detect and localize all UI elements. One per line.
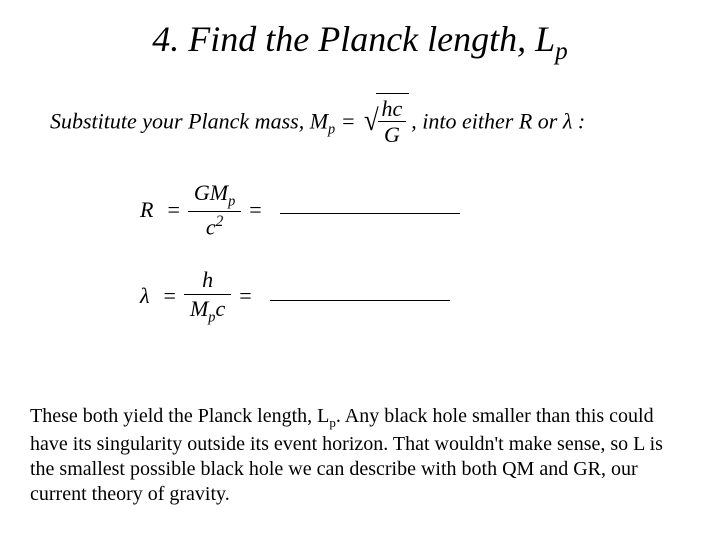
eq2-equals-2: = (239, 283, 251, 309)
equation-r: R = GMp c2 = (140, 179, 690, 240)
intro-lambda: λ (563, 109, 573, 134)
intro-line: Substitute your Planck mass, Mp = √hcG, … (50, 96, 690, 151)
eq1-lhs: R (140, 197, 153, 223)
intro-colon: : (572, 109, 585, 134)
intro-comma: , (299, 109, 310, 134)
eq1-numerator: GMp (188, 179, 241, 211)
eq2-fraction: h Mpc (184, 266, 231, 326)
radicand: hcG (376, 93, 410, 148)
eq1-denominator: c2 (188, 211, 241, 241)
eq2-equals-1: = (164, 283, 176, 309)
eq2-blank (270, 300, 450, 301)
eq1-fraction: GMp c2 (188, 179, 241, 240)
title-text: 4. Find the Planck length, L (152, 19, 555, 59)
eq1-equals-2: = (249, 197, 261, 223)
eq2-denominator: Mpc (184, 294, 231, 327)
equation-lambda: λ = h Mpc = (140, 266, 690, 326)
eq1-blank (280, 213, 460, 214)
body-paragraph: These both yield the Planck length, Lp. … (30, 404, 690, 506)
eq2-lhs: λ (140, 283, 150, 309)
intro-text-b: , into either R or (411, 109, 563, 134)
intro-equals: = (335, 109, 361, 134)
sqrt-fraction: hcG (378, 96, 407, 148)
body-text-a: These both yield the Planck length, L (30, 405, 329, 427)
intro-text-a: Substitute your Planck mass (50, 109, 299, 134)
sqrt-num: hc (378, 96, 407, 121)
slide-title: 4. Find the Planck length, Lp (30, 18, 690, 66)
intro-mass-symbol: M (310, 109, 328, 134)
equation-block: R = GMp c2 = λ = h Mpc = (140, 179, 690, 327)
eq2-numerator: h (184, 266, 231, 293)
eq1-equals-1: = (167, 197, 179, 223)
title-subscript: p (555, 38, 568, 65)
sqrt-expression: √hcG (363, 96, 409, 151)
sqrt-den: G (378, 121, 407, 147)
